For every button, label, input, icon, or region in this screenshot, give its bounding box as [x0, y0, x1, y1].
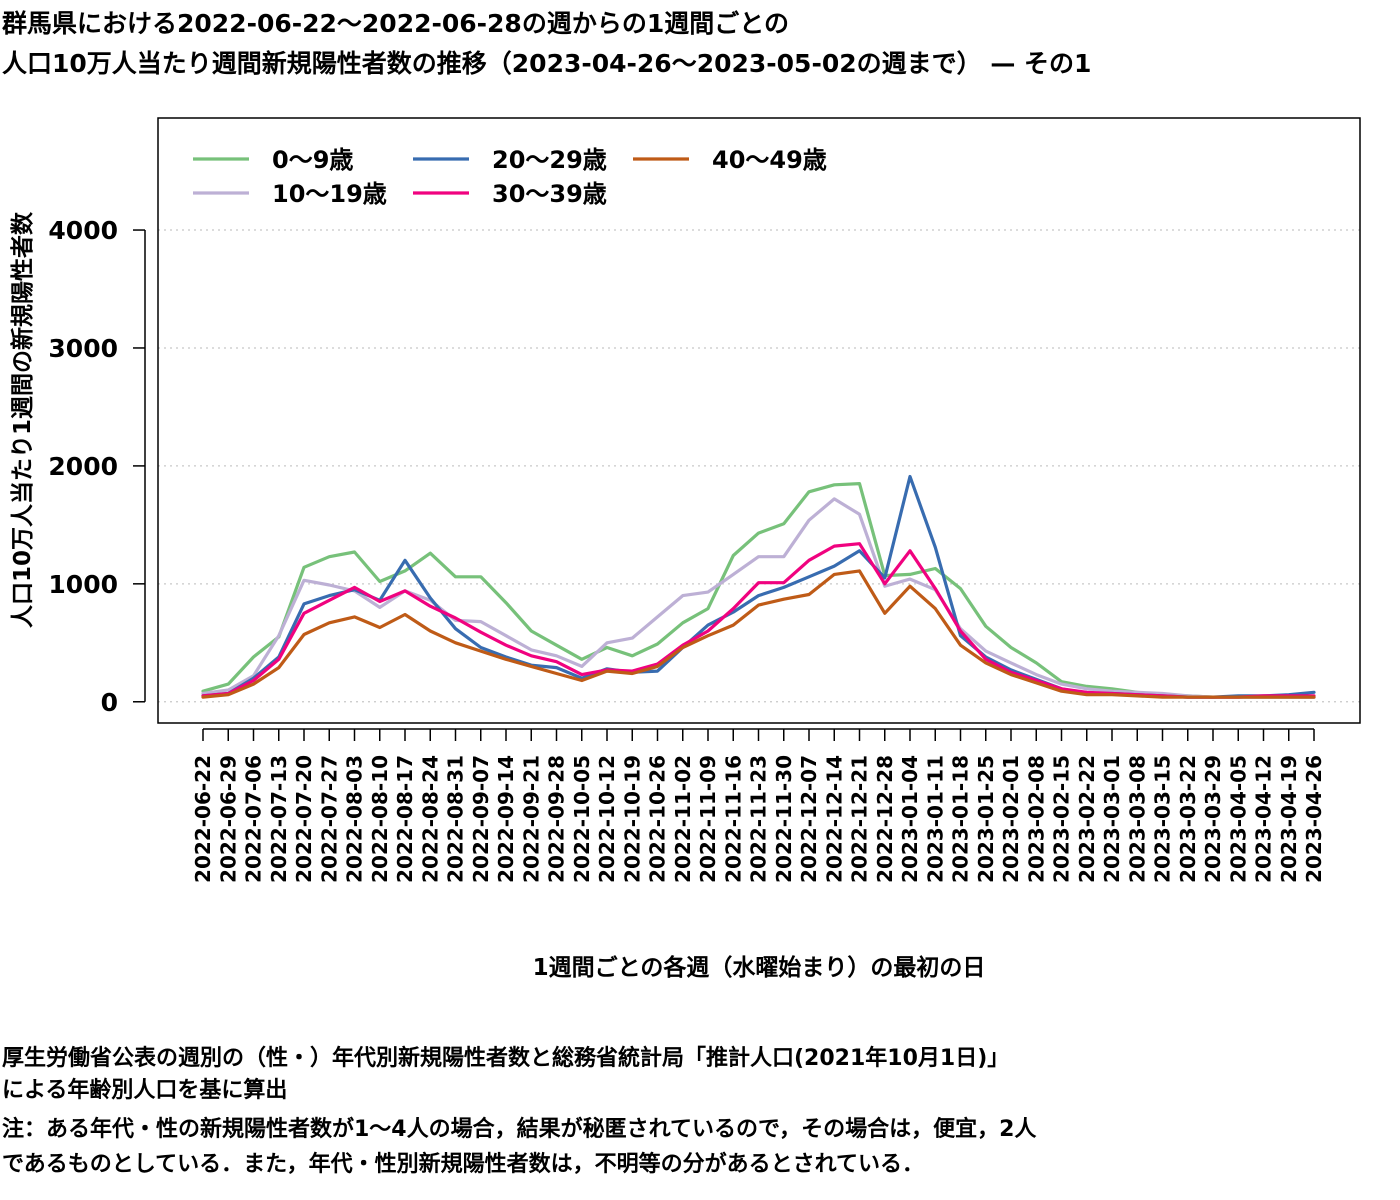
x-tick-label: 2023-02-01 — [999, 755, 1023, 883]
series-line-2 — [201, 474, 1316, 699]
x-tick-label: 2022-10-26 — [646, 755, 670, 883]
series-line-0 — [201, 482, 1316, 699]
legend-label-4: 40〜49歳 — [712, 146, 827, 174]
x-tick-label: 2023-04-19 — [1277, 755, 1301, 883]
source-note-line-1: 厚生労働省公表の週別の（性・）年代別新規陽性者数と総務省統計局「推計人口(202… — [2, 1046, 1010, 1071]
x-tick-label: 2022-07-06 — [242, 755, 266, 883]
x-tick-label: 2022-10-05 — [570, 755, 594, 883]
x-tick-label: 2022-12-28 — [873, 755, 897, 883]
y-axis: 0 1000 2000 3000 4000 — [48, 216, 146, 717]
x-tick-label: 2022-08-03 — [343, 755, 367, 883]
x-tick-label: 2022-06-29 — [216, 755, 240, 883]
x-tick-label: 2023-01-11 — [923, 755, 947, 883]
legend-label-0: 0〜9歳 — [272, 146, 353, 174]
x-tick-label: 2022-08-31 — [444, 755, 468, 883]
x-tick-label: 2022-11-09 — [696, 755, 720, 883]
x-tick-label: 2023-02-22 — [1075, 755, 1099, 883]
x-tick-label: 2022-09-21 — [519, 755, 543, 883]
x-tick-label: 2022-07-20 — [292, 755, 316, 883]
x-axis: 2022-06-22 2022-06-29 2022-07-06 2022-07-13… — [191, 728, 1326, 883]
x-tick-label: 2022-11-23 — [747, 755, 771, 883]
x-tick-label: 2022-09-28 — [545, 755, 569, 883]
x-tick-label: 2023-03-15 — [1151, 755, 1175, 883]
plot-area-border — [157, 117, 1361, 724]
x-axis-label: 1週間ごとの各週（水曜始まり）の最初の日 — [533, 954, 986, 981]
series-line-1 — [201, 497, 1316, 699]
x-tick-label: 2022-12-21 — [848, 755, 872, 883]
y-tick-label: 0 — [101, 688, 118, 717]
x-tick-label: 2022-07-13 — [267, 755, 291, 883]
y-tick-label: 3000 — [48, 334, 118, 363]
x-tick-label: 2022-09-07 — [469, 755, 493, 883]
grid-lines — [158, 229, 1360, 703]
x-tick-label: 2022-11-02 — [671, 755, 695, 883]
legend: 0〜9歳 10〜19歳 20〜29歳 30〜39歳 40〜49歳 — [193, 146, 827, 208]
x-tick-label: 2023-03-08 — [1125, 755, 1149, 883]
x-tick-label: 2022-10-12 — [595, 755, 619, 883]
footnote-line-2: であるものとしている．また，年代・性別新規陽性者数は，不明等の分があるとされてい… — [2, 1152, 925, 1177]
legend-label-1: 10〜19歳 — [272, 180, 387, 208]
y-tick-label: 1000 — [48, 570, 118, 599]
x-tick-label: 2023-03-22 — [1176, 755, 1200, 883]
footnote-line-1: 注：ある年代・性の新規陽性者数が1〜4人の場合，結果が秘匿されているので，その場… — [2, 1117, 1037, 1142]
source-note-line-2: による年齢別人口を基に算出 — [2, 1078, 288, 1103]
x-tick-label: 2022-11-30 — [772, 755, 796, 883]
x-tick-label: 2023-02-15 — [1050, 755, 1074, 883]
x-tick-label: 2023-01-04 — [898, 755, 922, 883]
y-axis-label: 人口10万人当たり1週間の新規陽性者数 — [9, 211, 36, 628]
x-tick-label: 2022-08-17 — [393, 755, 417, 883]
series-line-3 — [201, 542, 1316, 699]
x-tick-label: 2022-10-19 — [620, 755, 644, 883]
x-tick-label: 2023-04-05 — [1226, 755, 1250, 883]
y-tick-label: 2000 — [48, 452, 118, 481]
x-tick-label: 2023-03-01 — [1100, 755, 1124, 883]
x-tick-label: 2022-12-14 — [822, 755, 846, 883]
x-tick-label: 2022-08-10 — [368, 755, 392, 883]
x-tick-label: 2022-07-27 — [317, 755, 341, 883]
x-tick-label: 2023-04-12 — [1252, 755, 1276, 883]
series-line-4 — [201, 569, 1316, 699]
legend-label-2: 20〜29歳 — [492, 146, 607, 174]
x-tick-label: 2022-11-16 — [721, 755, 745, 883]
chart-title-line-2: 人口10万人当たり週間新規陽性者数の推移（2023-04-26〜2023-05-… — [2, 49, 1092, 78]
x-tick-label: 2023-02-08 — [1024, 755, 1048, 883]
x-tick-label: 2023-01-25 — [974, 755, 998, 883]
legend-label-3: 30〜39歳 — [492, 180, 607, 208]
x-tick-label: 2022-12-07 — [797, 755, 821, 883]
x-tick-label: 2023-04-26 — [1302, 755, 1326, 883]
x-tick-label: 2023-03-29 — [1201, 755, 1225, 883]
y-tick-label: 4000 — [48, 216, 118, 245]
x-tick-label: 2022-09-14 — [494, 755, 518, 883]
x-tick-label: 2022-08-24 — [418, 755, 442, 883]
chart-title-line-1: 群馬県における2022-06-22〜2022-06-28の週からの1週間ごとの — [2, 9, 789, 38]
series-lines — [201, 474, 1316, 699]
x-tick-label: 2022-06-22 — [191, 755, 215, 883]
x-tick-label: 2023-01-18 — [949, 755, 973, 883]
